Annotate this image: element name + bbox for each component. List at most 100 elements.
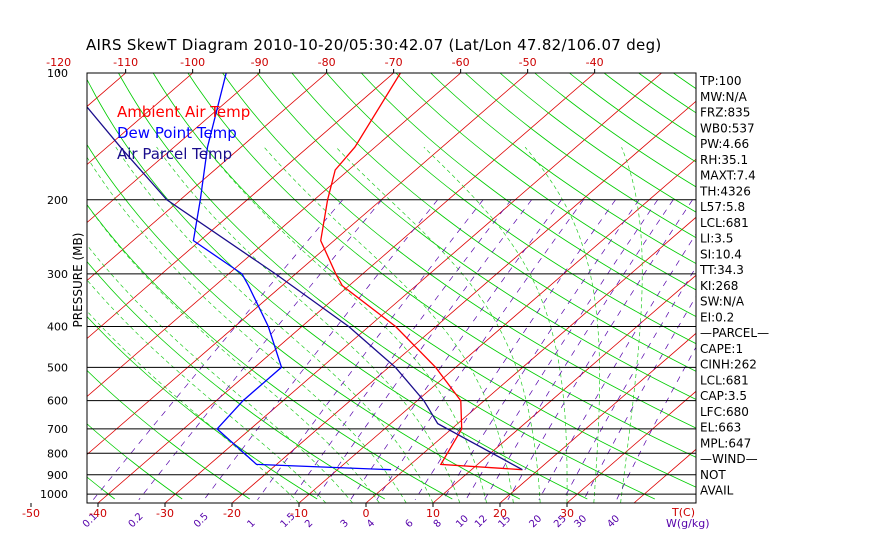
mixing-ratio-unit: W(g/kg) xyxy=(666,517,710,530)
top-temp-label: -90 xyxy=(251,56,269,69)
legend-dewpoint: Dew Point Temp xyxy=(117,124,237,142)
mixing-ratio-tick-label: 10 xyxy=(454,513,471,530)
parcel-temp-line xyxy=(87,105,523,471)
mixing-ratio-line xyxy=(138,199,383,501)
dry-adiabat-line xyxy=(152,73,696,488)
index-item: RH:35.1 xyxy=(700,153,748,167)
index-item: LCL:681 xyxy=(700,216,749,230)
plot-frame xyxy=(86,72,697,504)
isotherm-line xyxy=(87,73,260,224)
pressure-lines xyxy=(87,72,696,495)
index-item: SI:10.4 xyxy=(700,247,742,261)
dry-adiabat-line xyxy=(87,261,386,500)
mixing-ratio-tick-label: 30 xyxy=(573,513,590,530)
pressure-tick-label: 100 xyxy=(47,67,68,80)
index-item: MPL:647 xyxy=(700,436,751,450)
index-item: AVAIL xyxy=(700,484,734,498)
mixing-ratio-tick-label: 6 xyxy=(403,518,415,530)
dry-adiabat-line xyxy=(291,73,696,372)
dry-adiabat-line xyxy=(87,316,318,500)
dry-adiabat-line xyxy=(395,73,696,291)
index-item: PW:4.66 xyxy=(700,137,749,151)
mixing-ratio-line xyxy=(616,346,696,500)
moist-adiabat-line xyxy=(87,156,407,503)
dry-adiabat-line xyxy=(87,78,588,500)
bottom-temp-label: 30 xyxy=(560,507,574,520)
bottom-temp-label: 0 xyxy=(363,507,370,520)
index-item: EL:663 xyxy=(700,421,741,435)
top-temp-label: -100 xyxy=(180,56,205,69)
index-item: L57:5.8 xyxy=(700,200,745,214)
dewpoint-temp-line xyxy=(192,73,392,471)
pressure-tick-label: 200 xyxy=(47,194,68,207)
top-temp-label: -70 xyxy=(385,56,403,69)
bottom-temp-label: -40 xyxy=(89,507,107,520)
mixing-ratio-tick-label: 12 xyxy=(473,513,490,530)
axes: 0.1 0.2 0.5 1 1.5 2 3 4 6 8 10 12 15 20 25 30 4010020030… xyxy=(22,56,697,530)
dry-adiabat-line xyxy=(569,73,696,163)
index-item: CAP:3.5 xyxy=(700,389,747,403)
index-item: —PARCEL— xyxy=(700,326,769,340)
dry-adiabat-line xyxy=(87,423,183,500)
index-item: CAPE:1 xyxy=(700,342,743,356)
dry-adiabat-line xyxy=(743,73,870,499)
dry-adiabat-line xyxy=(430,73,696,265)
dry-adiabat-line xyxy=(222,73,696,429)
index-item: EI:0.2 xyxy=(700,310,734,324)
mixing-ratio-tick-label: 0.5 xyxy=(192,511,211,530)
top-temp-label: -120 xyxy=(46,56,71,69)
mixing-ratio-tick-label: 3 xyxy=(339,518,351,530)
legend-parcel: Air Parcel Temp xyxy=(117,145,232,163)
dry-adiabat-line xyxy=(778,73,870,499)
mixing-ratio-line xyxy=(538,233,696,500)
index-item: MAXT:7.4 xyxy=(700,169,756,183)
mixing-ratio-line xyxy=(442,199,640,500)
pressure-tick-label: 300 xyxy=(47,268,68,281)
isotherm-line xyxy=(499,332,696,503)
isotherm-line xyxy=(87,73,126,107)
pressure-tick-label: 800 xyxy=(47,447,68,460)
bottom-temp-label: 20 xyxy=(493,507,507,520)
pressure-tick-label: 700 xyxy=(47,423,68,436)
dry-adiabat-line xyxy=(465,73,696,239)
dry-adiabat-line xyxy=(361,73,696,318)
isotherm-line xyxy=(566,390,696,503)
moist-adiabat-line xyxy=(524,146,600,503)
index-item: LI:3.5 xyxy=(700,232,733,246)
mixing-ratio-tick-label: 1 xyxy=(245,518,257,530)
dry-adiabat-line xyxy=(87,204,453,500)
mixing-ratio-tick-label: 40 xyxy=(605,513,622,530)
isotherm-line xyxy=(87,73,327,282)
bottom-temp-label: -50 xyxy=(22,507,40,520)
mixing-ratio-line xyxy=(290,199,512,501)
top-temp-label: -50 xyxy=(519,56,537,69)
dry-adiabat-line xyxy=(638,73,696,114)
pressure-tick-label: 1000 xyxy=(40,488,68,501)
index-item: —WIND— xyxy=(700,452,758,466)
mixing-ratio-line xyxy=(414,199,616,500)
index-item: SW:N/A xyxy=(700,295,745,309)
mixing-ratio-line xyxy=(465,199,658,500)
isotherm-line xyxy=(87,73,461,398)
index-item: TT:34.3 xyxy=(699,263,744,277)
top-temp-label: -60 xyxy=(452,56,470,69)
index-item: LCL:681 xyxy=(700,373,749,387)
moist-adiabat-line xyxy=(423,146,568,503)
top-temp-label: -110 xyxy=(113,56,138,69)
chart-title: AIRS SkewT Diagram 2010-10-20/05:30:42.0… xyxy=(86,36,662,54)
bottom-temp-label: -20 xyxy=(223,507,241,520)
bottom-temp-label: -10 xyxy=(290,507,308,520)
mixing-ratio-line xyxy=(484,199,674,500)
dry-adiabat-line xyxy=(87,369,250,500)
pressure-tick-label: 600 xyxy=(47,395,68,408)
x-axis-label: T(C) xyxy=(671,506,695,519)
isotherm-line xyxy=(164,73,662,503)
index-item: WB0:537 xyxy=(700,121,755,135)
index-item: TP:100 xyxy=(699,74,742,88)
mixing-ratio-line xyxy=(203,199,438,501)
bottom-temp-label: -30 xyxy=(156,507,174,520)
moist-adiabat-line xyxy=(115,146,434,503)
top-temp-label: -80 xyxy=(318,56,336,69)
mixing-ratio-line xyxy=(376,199,584,500)
mixing-ratio-line xyxy=(314,199,532,500)
